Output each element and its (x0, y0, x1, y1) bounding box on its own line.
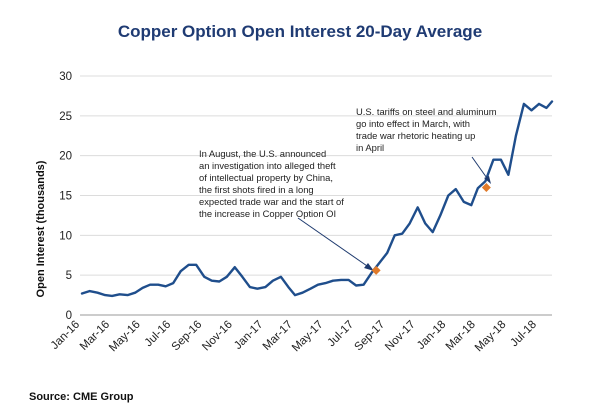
highlight-markers (371, 183, 491, 275)
y-axis-label: Open Interest (thousands) (35, 160, 47, 297)
annotation-1-line-2: an investigation into alleged theft (199, 160, 336, 171)
chart-title: Copper Option Open Interest 20-Day Avera… (117, 22, 483, 41)
source-note: Source: CME Group (29, 391, 134, 403)
annotation-2-line-3: trade war rhetoric heating up (356, 130, 475, 141)
x-tick-label: Mar-17 (261, 319, 295, 353)
y-tick-label: 30 (59, 71, 72, 83)
series-line-0 (80, 100, 554, 298)
annotation-1-line-5: expected trade war and the start of (199, 196, 344, 207)
x-tick-label: Jan-17 (232, 319, 265, 352)
x-tick-label: Sep-16 (170, 319, 205, 354)
annotation-arrow-2 (471, 156, 490, 182)
y-tick-label: 20 (59, 151, 72, 163)
x-tick-label: Sep-17 (353, 319, 388, 354)
highlight-marker-1 (371, 265, 381, 275)
x-tick-label: May-17 (290, 319, 326, 355)
x-tick-label: Mar-18 (444, 319, 478, 353)
annotation-arrowhead-1 (364, 263, 374, 271)
y-axis-ticks: 0 5 10 15 20 25 30 (59, 71, 72, 322)
annotation-1-line-6: the increase in Copper Option OI (199, 208, 336, 219)
annotation-arrow-1 (297, 217, 371, 269)
annotation-1-line-1: In August, the U.S. announced (199, 148, 326, 159)
x-tick-label: Nov-17 (383, 319, 418, 354)
y-tick-label: 0 (66, 310, 72, 322)
annotation-2-line-1: U.S. tariffs on steel and aluminum (356, 106, 497, 117)
gridlines (80, 75, 552, 316)
annotations (297, 156, 491, 271)
series-layer (80, 100, 554, 298)
x-tick-label: May-18 (473, 319, 509, 355)
annotation-arrowhead-2 (484, 176, 491, 184)
y-tick-label: 15 (59, 191, 72, 203)
y-tick-label: 10 (59, 230, 72, 242)
annotation-1-line-4: the first shots fired in a long (199, 184, 314, 195)
annotation-1-line-3: of intellectual property by China, (199, 172, 333, 183)
highlight-marker-2 (481, 183, 491, 193)
x-tick-label: Jul-18 (508, 319, 539, 350)
annotation-2-line-2: go into effect in March, with (356, 118, 470, 129)
x-tick-label: Jan-18 (415, 319, 448, 352)
x-tick-label: Nov-16 (200, 319, 235, 354)
x-tick-label: May-16 (107, 319, 143, 355)
x-tick-label: Mar-16 (78, 319, 112, 353)
y-tick-label: 5 (66, 270, 72, 282)
x-tick-label: Jan-16 (49, 319, 82, 352)
annotation-2-line-4: in April (356, 142, 384, 153)
y-tick-label: 25 (59, 111, 72, 123)
